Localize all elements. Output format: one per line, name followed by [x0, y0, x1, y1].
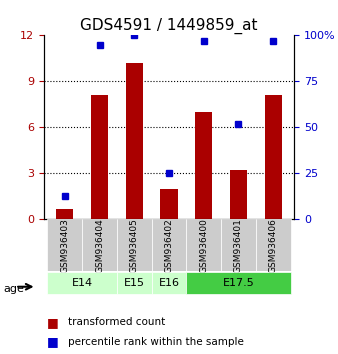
- Bar: [56, 209, 73, 219]
- Bar: [195, 112, 212, 219]
- FancyBboxPatch shape: [47, 219, 82, 271]
- Text: GSM936404: GSM936404: [95, 218, 104, 273]
- FancyBboxPatch shape: [186, 272, 291, 295]
- Bar: [126, 63, 143, 219]
- FancyBboxPatch shape: [47, 272, 117, 295]
- Text: GSM936400: GSM936400: [199, 218, 208, 273]
- Text: transformed count: transformed count: [68, 317, 165, 327]
- FancyBboxPatch shape: [152, 219, 186, 271]
- Text: GSM936401: GSM936401: [234, 218, 243, 273]
- FancyBboxPatch shape: [186, 219, 221, 271]
- Text: GSM936406: GSM936406: [269, 218, 278, 273]
- Bar: [160, 189, 178, 219]
- Text: E17.5: E17.5: [223, 278, 255, 288]
- Text: ■: ■: [47, 316, 59, 329]
- Text: age: age: [3, 284, 24, 293]
- FancyBboxPatch shape: [152, 272, 186, 295]
- Bar: [265, 95, 282, 219]
- FancyBboxPatch shape: [256, 219, 291, 271]
- FancyBboxPatch shape: [221, 219, 256, 271]
- Title: GDS4591 / 1449859_at: GDS4591 / 1449859_at: [80, 18, 258, 34]
- Bar: [230, 170, 247, 219]
- Text: E16: E16: [159, 278, 179, 288]
- Text: percentile rank within the sample: percentile rank within the sample: [68, 337, 243, 347]
- Text: E15: E15: [124, 278, 145, 288]
- FancyBboxPatch shape: [117, 272, 152, 295]
- Text: ■: ■: [47, 335, 59, 348]
- Text: GSM936403: GSM936403: [60, 218, 69, 273]
- FancyBboxPatch shape: [82, 219, 117, 271]
- FancyBboxPatch shape: [117, 219, 152, 271]
- Text: GSM936402: GSM936402: [165, 218, 173, 273]
- Text: E14: E14: [72, 278, 93, 288]
- Text: GSM936405: GSM936405: [130, 218, 139, 273]
- Bar: [91, 95, 108, 219]
